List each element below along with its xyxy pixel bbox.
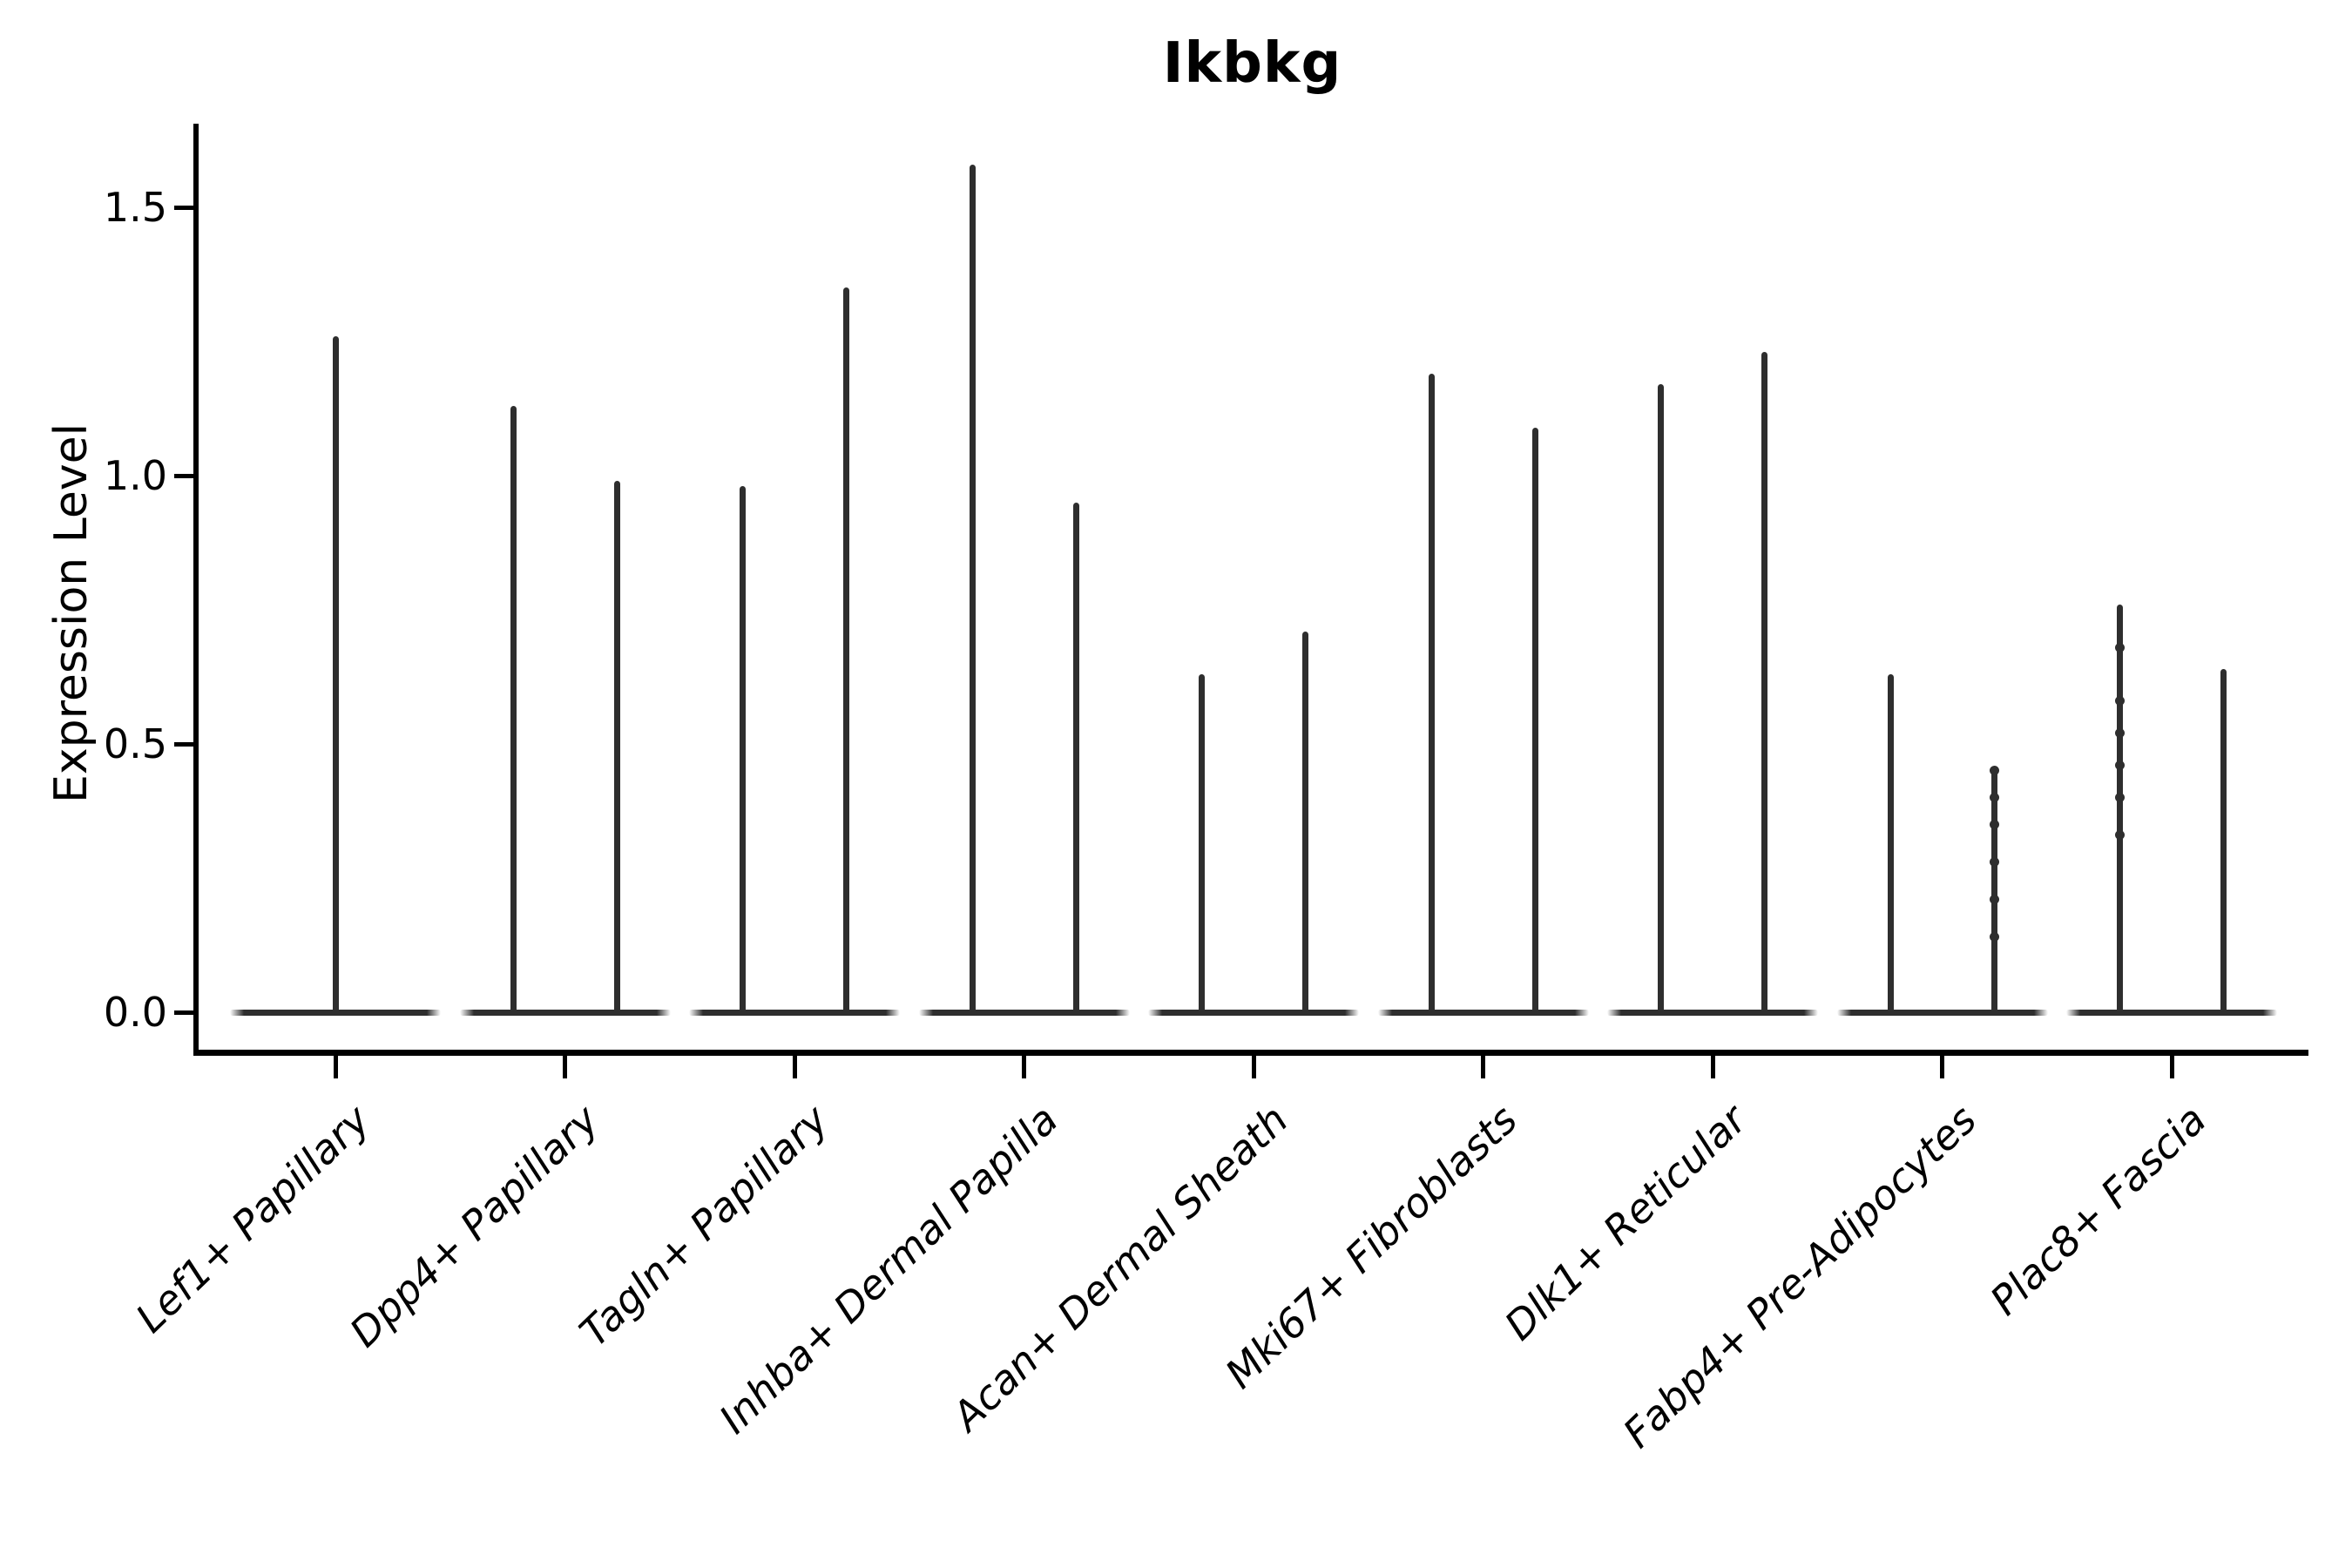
violin-density-spike xyxy=(1658,384,1664,1015)
y-tick-label: 1.5 xyxy=(103,184,167,231)
y-tick-mark xyxy=(174,1010,193,1015)
y-axis-title: Expression Level xyxy=(45,422,98,804)
jitter-dot xyxy=(2115,642,2125,652)
x-tick-mark xyxy=(333,1056,338,1078)
jitter-dot xyxy=(1989,766,1999,776)
violin-base xyxy=(459,1009,671,1016)
jitter-dot xyxy=(2115,830,2125,841)
violin-base xyxy=(918,1009,1130,1016)
jitter-dot xyxy=(1989,932,1999,943)
violin-density-spike xyxy=(740,486,746,1015)
violin-density-spike xyxy=(613,481,620,1015)
violin-density-spike xyxy=(1428,373,1435,1015)
violin-density-spike xyxy=(1302,631,1308,1015)
x-tick-mark xyxy=(563,1056,567,1078)
violin-density-spike xyxy=(332,335,339,1015)
violin-base xyxy=(1836,1009,2048,1016)
x-tick-mark xyxy=(1022,1056,1026,1078)
y-tick-label: 1.0 xyxy=(103,452,167,499)
violin-density-spike xyxy=(510,405,517,1015)
violin-density-spike xyxy=(1531,427,1538,1015)
x-tick-mark xyxy=(1710,1056,1715,1078)
y-tick-mark xyxy=(174,741,193,747)
violin-base xyxy=(689,1009,900,1016)
jitter-dot xyxy=(2115,760,2125,771)
violin-density-spike xyxy=(969,164,976,1015)
violin-density-spike xyxy=(843,287,849,1015)
y-tick-mark xyxy=(174,205,193,210)
jitter-dot xyxy=(1989,819,1999,829)
jitter-dot xyxy=(1989,857,1999,868)
x-axis-category-label: Lef1+ Papillary xyxy=(125,1096,379,1342)
x-axis-category-label: Plac8+ Fascia xyxy=(1980,1096,2215,1325)
jitter-dot xyxy=(2115,728,2125,739)
violin-density-spike xyxy=(1072,502,1079,1015)
x-tick-mark xyxy=(1481,1056,1485,1078)
violin-density-spike xyxy=(1199,673,1205,1015)
x-axis-spine xyxy=(193,1050,2308,1056)
x-axis-category-label: Dpp4+ Papillary xyxy=(341,1096,609,1356)
chart-title: Ikbkg xyxy=(1162,31,1342,96)
violin-base xyxy=(2066,1009,2277,1016)
violin-density-spike xyxy=(1887,673,1894,1015)
violin-density-spike xyxy=(1761,352,1767,1015)
violin-base xyxy=(1148,1009,1359,1016)
y-tick-label: 0.5 xyxy=(103,720,167,767)
violin-base xyxy=(1377,1009,1589,1016)
violin-density-spike xyxy=(2220,668,2227,1015)
jitter-dot xyxy=(2115,696,2125,706)
jitter-dot xyxy=(1989,793,1999,803)
violin-base xyxy=(1607,1009,1818,1016)
jitter-dot xyxy=(1989,895,1999,905)
x-axis-category-label: Dlk1+ Reticular xyxy=(1496,1096,1756,1349)
x-tick-mark xyxy=(1940,1056,1944,1078)
x-tick-mark xyxy=(1251,1056,1256,1078)
violin-density-spike xyxy=(2117,604,2123,1015)
y-axis-spine xyxy=(193,124,199,1056)
y-tick-label: 0.0 xyxy=(103,989,167,1036)
y-tick-mark xyxy=(174,473,193,478)
x-tick-mark xyxy=(792,1056,797,1078)
x-tick-mark xyxy=(2169,1056,2174,1078)
x-axis-category-label: Tagln+ Papillary xyxy=(571,1096,838,1356)
violin-density-spike xyxy=(1990,770,1997,1015)
jitter-dot xyxy=(2115,793,2125,803)
